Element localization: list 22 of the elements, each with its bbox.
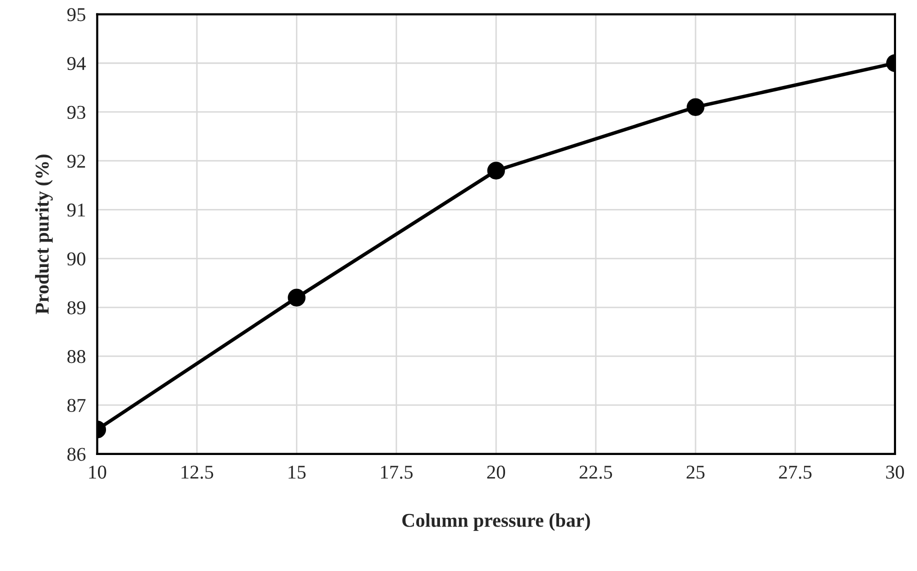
point	[487, 162, 505, 180]
y-axis-title: Product purity (%)	[35, 154, 53, 314]
y-tick-label: 86	[67, 448, 86, 461]
x-tick-label: 10	[89, 466, 106, 479]
x-tick-label: 27.5	[779, 466, 812, 479]
y-tick-label: 91	[67, 204, 85, 217]
x-tick-label: 12.5	[182, 466, 214, 479]
y-tick-label: 87	[67, 398, 86, 412]
y-tick-label: 92	[67, 154, 86, 168]
x-tick-label: 30	[886, 466, 904, 479]
x-tick-label: 20	[487, 466, 506, 479]
x-tick-label: 17.5	[381, 466, 413, 479]
y-tick-label: 89	[67, 301, 86, 314]
y-tick-label: 88	[67, 350, 86, 364]
x-axis-title: Column pressure (bar)	[402, 513, 590, 531]
y-tick-label: 93	[67, 106, 86, 119]
x-tick-label: 25	[686, 466, 705, 479]
y-tick-label: 94	[67, 57, 86, 70]
x-tick-label: 22.5	[580, 466, 612, 479]
x-tick-label: 15	[288, 466, 306, 479]
y-tick-label: 90	[67, 252, 86, 266]
y-tick-label: 95	[67, 8, 86, 22]
